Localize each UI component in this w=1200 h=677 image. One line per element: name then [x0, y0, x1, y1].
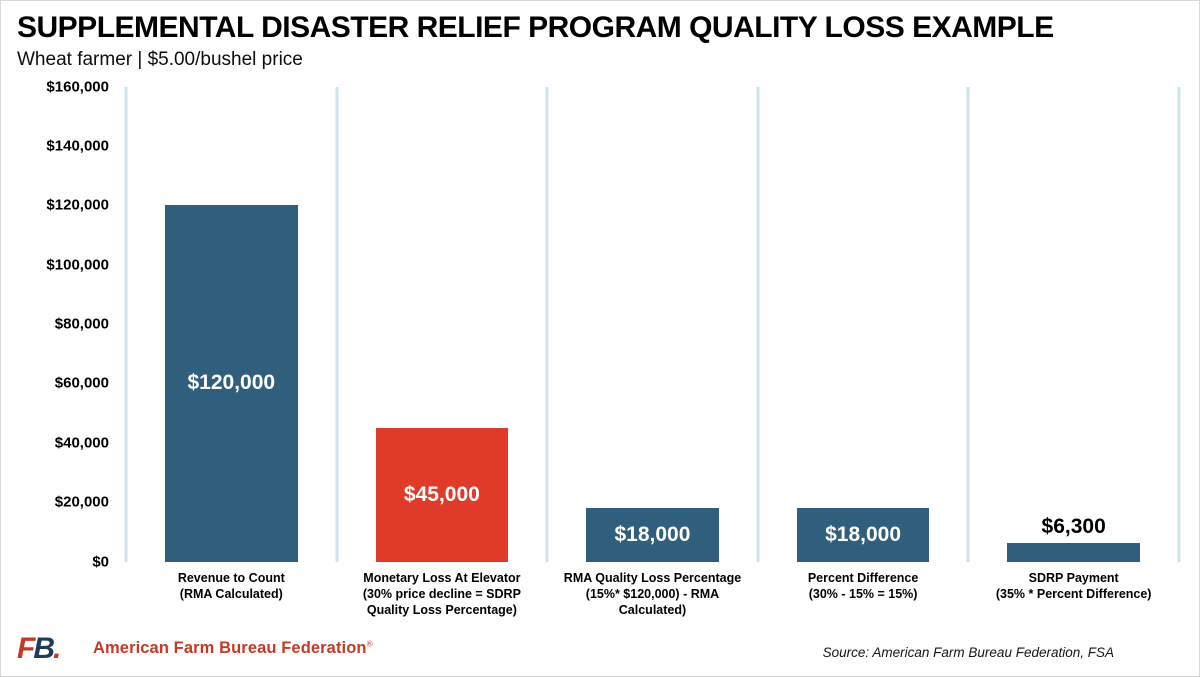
category-separator-line [335, 86, 339, 562]
bar-value-label-0: $120,000 [187, 371, 276, 395]
x-category-label-2: RMA Quality Loss Percentage (15%* $120,0… [563, 570, 742, 618]
chart-subtitle: Wheat farmer | $5.00/bushel price [17, 48, 303, 70]
chart-title: SUPPLEMENTAL DISASTER RELIEF PROGRAM QUA… [17, 11, 1054, 44]
bar-4: $6,300 [1007, 515, 1140, 562]
y-tick-label: $0 [92, 553, 109, 570]
x-category-label-4: SDRP Payment (35% * Percent Difference) [995, 570, 1152, 601]
bar-value-label-4: $6,300 [1041, 514, 1106, 538]
y-tick-label: $40,000 [54, 434, 109, 452]
afbf-logo-dot: . [53, 632, 61, 665]
y-tick-label: $80,000 [54, 315, 109, 333]
bar-value-label-1: $45,000 [403, 482, 480, 506]
footer: FB. American Farm Bureau Federation® Sou… [17, 630, 1199, 666]
y-tick-label: $20,000 [54, 493, 109, 511]
bar-slot-3: $18,000 [758, 87, 969, 562]
bar-3: $18,000 [796, 508, 930, 562]
bar-1: $45,000 [375, 427, 509, 562]
category-separator-line [545, 86, 549, 562]
org-name-text: American Farm Bureau Federation [93, 639, 367, 657]
x-category-label-0: Revenue to Count (RMA Calculated) [177, 570, 285, 601]
bar-chart: $0 $20,000 $40,000 $60,000 $80,000 $100,000 $1… [1, 78, 1181, 570]
category-separator-line [756, 86, 760, 562]
bar-value-label-3: $18,000 [825, 522, 902, 546]
y-tick-label: $120,000 [46, 196, 109, 214]
afbf-logo: FB. [17, 632, 61, 665]
bar-0: $120,000 [164, 205, 298, 562]
org-name: American Farm Bureau Federation® [93, 639, 373, 658]
bar-slot-2: $18,000 [547, 87, 758, 562]
bar-slot-0: $120,000 [126, 87, 337, 562]
category-separator-line [1177, 86, 1181, 562]
category-separator-line [124, 86, 128, 562]
category-separator-line [966, 86, 970, 562]
bar-slot-1: $45,000 [337, 87, 548, 562]
y-tick-label: $160,000 [46, 78, 109, 95]
afbf-logo-letter-b: B [33, 632, 55, 665]
x-category-label-1: Monetary Loss At Elevator (30% price dec… [362, 570, 521, 618]
x-category-label-3: Percent Difference (30% - 15% = 15%) [807, 570, 919, 601]
y-tick-label: $60,000 [54, 374, 109, 392]
bar-slot-4: $6,300 [968, 87, 1179, 562]
bar-value-label-2: $18,000 [614, 522, 691, 546]
x-axis-labels: Revenue to Count (RMA Calculated) Monetar… [126, 570, 1179, 619]
y-tick-label: $140,000 [46, 137, 109, 155]
source-note: Source: American Farm Bureau Federation,… [822, 645, 1114, 660]
afbf-logo-letter-f: F [17, 632, 35, 665]
y-axis: $0 $20,000 $40,000 $60,000 $80,000 $100,000 $1… [1, 78, 119, 570]
registered-mark: ® [366, 639, 373, 649]
plot-area: $120,000 $45,000 $18,000 $18,000 $6,300 [124, 86, 1181, 562]
chart-header: SUPPLEMENTAL DISASTER RELIEF PROGRAM QUA… [1, 1, 1199, 71]
y-tick-label: $100,000 [46, 256, 109, 274]
bar-2: $18,000 [586, 508, 719, 562]
